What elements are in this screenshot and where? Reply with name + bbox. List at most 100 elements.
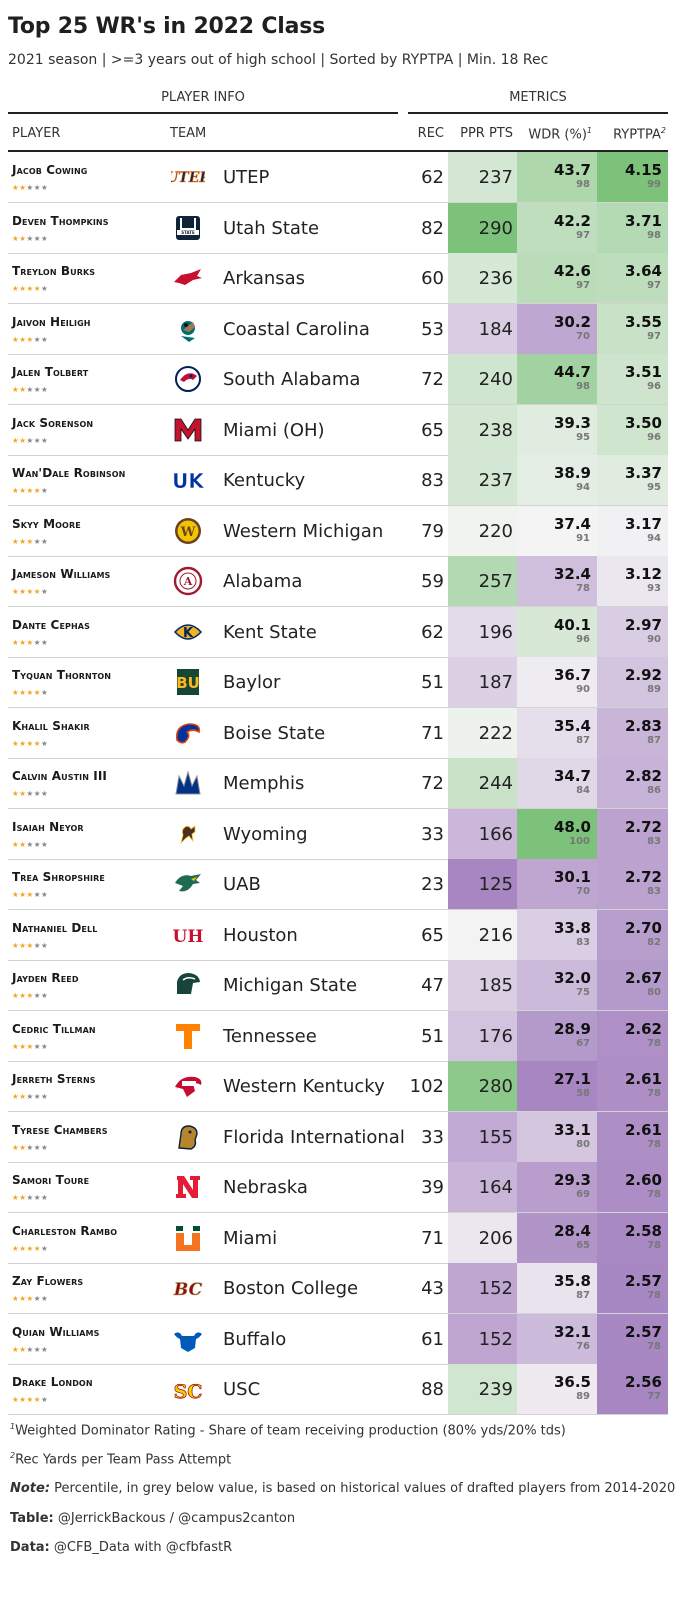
player-name: Khalil Shakir [12,718,90,733]
footnote-note-label: Note: [10,1481,51,1496]
uab-logo [171,869,205,899]
spanner-player-info: PLAYER INFO [161,90,245,105]
arkansas-logo [171,263,205,293]
wdr-percentile: 67 [576,1037,590,1049]
star-icon: ★ [12,1344,20,1354]
ppr-value: 185 [478,975,513,996]
wdr-percentile: 94 [576,482,590,493]
star-icon: ★ [33,334,41,344]
table-row: 290 42.2 97 3.71 98 Deven Thompkins ★★★★★ STATE… [8,202,668,254]
star-icon: ★ [40,1142,49,1152]
wdr-value: 28.9 [553,1019,591,1038]
ryptpa-cell: 2.56 77 [597,1364,668,1414]
star-icon: ★ [33,940,41,950]
rec-value: 102 [409,1076,444,1097]
star-icon: ★ [40,183,49,192]
star-icon: ★ [33,1092,41,1101]
ppr-value: 237 [478,167,513,188]
ryptpa-value: 3.37 [624,464,662,482]
player-name: Treylon Burks [12,264,96,278]
ryptpa-percentile: 89 [647,684,661,695]
star-icon: ★ [19,1294,27,1303]
col-header-wdr-label: WDR (%) [528,127,587,143]
rec-value: 43 [421,1278,444,1299]
boise-state-logo [171,718,205,748]
star-icon: ★ [12,183,20,192]
star-icon: ★ [19,940,27,950]
star-icon: ★ [26,1294,34,1303]
ppr-cell: 155 [448,1111,517,1162]
ppr-cell: 290 [448,202,517,253]
recruit-stars: ★★★★★ [12,537,48,546]
wdr-cell: 48.0 100 [517,808,597,859]
ppr-cell: 220 [448,505,517,556]
ryptpa-percentile: 78 [647,1239,661,1251]
star-icon: ★ [19,1243,27,1253]
houston-logo: UH [171,920,205,950]
recruit-stars: ★★★★★ [12,890,48,899]
ryptpa-value: 2.58 [624,1221,662,1240]
star-icon: ★ [12,1243,20,1253]
nebraska-logo [171,1172,205,1202]
player-name: Quian Williams [12,1324,100,1339]
star-icon: ★ [19,587,27,596]
star-icon: ★ [12,385,20,394]
wdr-percentile: 65 [576,1239,590,1251]
ryptpa-cell: 3.71 98 [597,202,668,253]
wdr-value: 35.8 [553,1272,591,1290]
ppr-cell: 240 [448,354,517,404]
footnote-table-text: @JerrickBackous / @campus2canton [53,1511,296,1526]
rec-value: 88 [421,1379,444,1400]
recruit-stars: ★★★★★ [12,1193,48,1202]
wdr-value: 30.2 [553,312,591,331]
star-icon: ★ [19,789,27,798]
wdr-percentile: 96 [576,633,590,645]
ryptpa-value: 3.17 [624,514,662,533]
ryptpa-cell: 2.57 78 [597,1313,668,1364]
utep-logo: UTEP [166,162,211,192]
ryptpa-percentile: 77 [647,1391,661,1402]
wyoming-logo [171,819,205,849]
recruit-stars: ★★★★★ [12,284,48,293]
wdr-percentile: 87 [576,734,590,746]
star-icon: ★ [19,183,27,192]
footnote-table-credit: Table: @JerrickBackous / @campus2canton [10,1511,295,1526]
wdr-percentile: 70 [576,886,590,897]
wdr-value: 44.7 [553,363,591,381]
star-icon: ★ [12,233,20,243]
ppr-value: 290 [478,217,513,239]
star-icon: ★ [12,991,20,1000]
wdr-percentile: 69 [576,1189,590,1200]
team-name: Boston College [223,1278,359,1299]
star-icon: ★ [33,183,41,192]
ppr-cell: 222 [448,707,517,758]
col-header-ryptpa: RYPTPA2 [596,126,666,142]
footnote-2: 2Rec Yards per Team Pass Attempt [10,1451,231,1467]
table-row: 185 32.0 75 2.67 80 Jayden Reed ★★★★★ Michigan … [8,960,668,1011]
wdr-value: 38.9 [553,464,591,482]
wdr-value: 30.1 [553,868,591,886]
recruit-stars: ★★★★★ [12,385,48,394]
star-icon: ★ [19,637,27,647]
spanner-metrics: METRICS [509,90,567,105]
star-icon: ★ [19,1041,27,1051]
ppr-cell: 184 [448,303,517,354]
ryptpa-value: 2.83 [624,716,662,735]
star-icon: ★ [33,991,41,1000]
wdr-value: 36.5 [553,1373,591,1391]
player-name: Dante Cephas [12,617,90,632]
ppr-value: 244 [478,773,513,794]
star-icon: ★ [26,183,34,192]
star-icon: ★ [40,637,49,647]
star-icon: ★ [12,637,20,647]
recruit-stars: ★★★★★ [12,183,48,192]
star-icon: ★ [26,233,34,243]
rec-value: 51 [421,1025,444,1047]
table-row: 196 40.1 96 2.97 90 Dante Cephas ★★★★★ K Kent St… [8,606,668,658]
ryptpa-percentile: 94 [647,532,661,544]
star-icon: ★ [33,738,41,748]
wdr-cell: 30.2 70 [517,303,597,354]
rec-value: 62 [421,167,444,188]
star-icon: ★ [33,1142,41,1152]
ppr-cell: 196 [448,606,517,657]
